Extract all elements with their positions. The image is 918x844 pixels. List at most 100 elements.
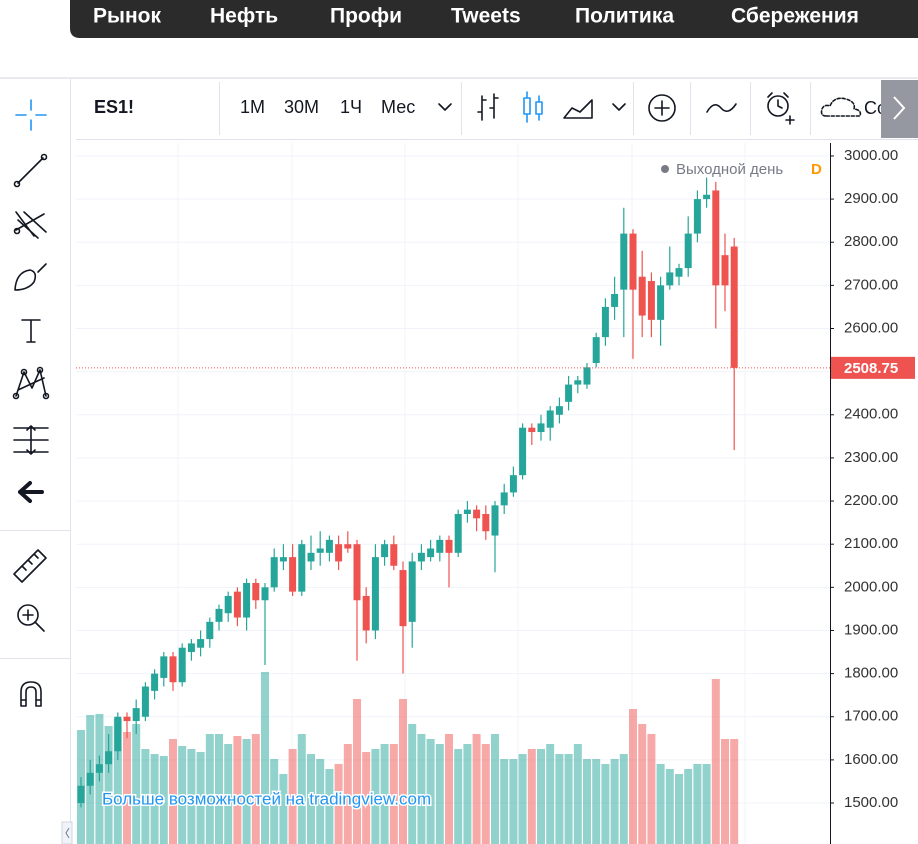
candle-body <box>647 281 655 320</box>
y-tick-label: 2200.00 <box>844 492 898 509</box>
candle-body <box>555 406 563 415</box>
text-tool[interactable] <box>21 319 41 343</box>
scroll-right[interactable] <box>881 80 918 138</box>
nav-item[interactable]: Нефть <box>210 5 278 28</box>
candle-body <box>371 557 379 631</box>
volume-bar <box>426 739 435 844</box>
compare-button[interactable] <box>706 103 737 113</box>
brush-tool[interactable] <box>14 263 47 291</box>
volume-bar <box>665 769 674 844</box>
candle-body <box>390 544 398 566</box>
candle-body <box>574 380 582 385</box>
pattern-tool[interactable] <box>12 366 50 400</box>
candle-body <box>353 544 361 601</box>
candle-body <box>289 557 297 592</box>
plot-background <box>76 143 830 844</box>
y-tick-label: 1700.00 <box>844 708 898 725</box>
bars-style[interactable] <box>477 93 499 121</box>
volume-bar <box>647 734 656 844</box>
volume-bar <box>610 759 619 844</box>
nav-items: Рынок Нефть Профи Tweets Политика Сбережения <box>93 5 859 28</box>
volume-bar <box>325 769 334 844</box>
candle-body <box>436 539 444 553</box>
volume-bar <box>215 734 223 844</box>
nav-item[interactable]: Сбережения <box>731 5 859 28</box>
volume-bar <box>408 724 417 844</box>
interval-button[interactable]: 1Ч <box>340 97 362 117</box>
magnet-tool[interactable] <box>20 681 42 707</box>
left-toolbar <box>0 99 73 844</box>
nav-item[interactable]: Политика <box>575 5 674 28</box>
candle-body <box>620 233 628 290</box>
volume-bar <box>297 734 306 844</box>
alert-button[interactable] <box>767 92 795 125</box>
candle-body <box>638 276 646 316</box>
interval-button[interactable]: 30M <box>284 97 319 117</box>
y-tick-label: 2800.00 <box>844 233 898 250</box>
y-tick-label: 1900.00 <box>844 621 898 638</box>
candles <box>76 177 830 808</box>
pitchfork-tool[interactable] <box>13 211 47 239</box>
volume-bar <box>205 734 214 844</box>
volume-bar <box>159 756 168 844</box>
candle-body <box>684 233 692 269</box>
ruler-tool[interactable] <box>13 549 47 583</box>
collapse-handle[interactable] <box>61 821 73 844</box>
volume-bar <box>224 744 233 844</box>
volume-bar <box>601 764 610 844</box>
interval-dropdown[interactable] <box>438 103 452 111</box>
volume-bar <box>270 759 279 844</box>
legend-interval: D <box>811 161 822 178</box>
symbol[interactable]: ES1! <box>94 97 134 117</box>
candle-body <box>417 552 425 562</box>
volume-bar <box>316 759 325 844</box>
volume-bar <box>619 754 628 844</box>
candle-body <box>703 194 711 200</box>
style-dropdown[interactable] <box>612 103 626 111</box>
volume-bar <box>353 699 361 844</box>
y-tick-label: 2100.00 <box>844 535 898 552</box>
candle-body <box>95 764 103 773</box>
candle-body <box>151 673 159 691</box>
candle-body <box>197 639 205 648</box>
volume-bar <box>150 754 159 844</box>
interval-button[interactable]: Мес <box>381 97 415 117</box>
trend-line-tool[interactable] <box>13 153 48 188</box>
nav-item[interactable]: Рынок <box>93 5 161 28</box>
volume-bar <box>537 749 545 844</box>
volume-bar <box>481 744 490 844</box>
volume-bar <box>555 754 564 844</box>
volume-bar <box>500 759 509 844</box>
candle-body <box>215 608 223 622</box>
volume-bar <box>693 764 702 844</box>
y-tick-label: 3000.00 <box>844 147 898 164</box>
nav-item[interactable]: Tweets <box>451 5 521 28</box>
zoom-tool[interactable] <box>17 604 45 632</box>
candle-body <box>693 199 701 234</box>
candle-body <box>344 544 352 549</box>
interval-button[interactable]: 1M <box>240 97 265 117</box>
candle-body <box>408 561 416 622</box>
volume-bar <box>454 749 463 844</box>
candle-body <box>335 544 343 562</box>
indicators-button[interactable] <box>648 94 676 122</box>
volume-bar <box>380 744 389 844</box>
area-style[interactable] <box>563 99 593 119</box>
candle-body <box>565 384 573 402</box>
volume-bar <box>435 744 444 844</box>
prediction-tool[interactable] <box>13 425 49 455</box>
volume-bar <box>132 724 141 844</box>
volume-bar <box>684 769 693 844</box>
nav-item[interactable]: Профи <box>330 5 402 28</box>
volume-bar <box>472 734 481 844</box>
candle-body <box>500 492 508 506</box>
volume-bar <box>564 754 573 844</box>
y-tick-label: 2900.00 <box>844 190 898 207</box>
hide-toolbar-arrow[interactable] <box>18 481 44 503</box>
watermark[interactable]: Больше возможностей на tradingview.com <box>101 788 433 810</box>
candles-style[interactable] <box>523 91 543 123</box>
crosshair-tool[interactable] <box>15 99 47 131</box>
